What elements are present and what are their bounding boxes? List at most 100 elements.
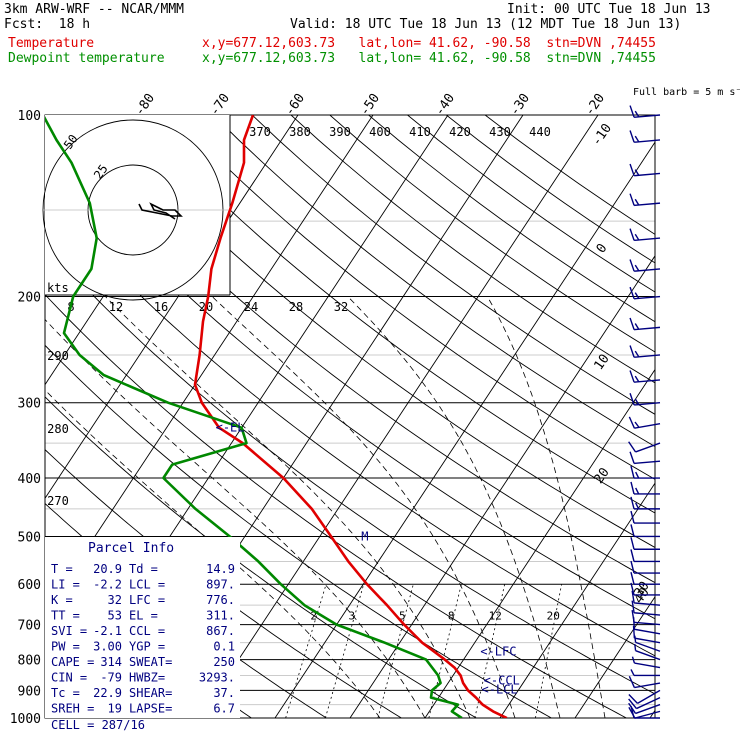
dry-adiabat — [174, 115, 655, 480]
parcel-value: 776. — [206, 593, 235, 607]
wind-barb-flag — [630, 669, 635, 676]
dry-adiabat — [251, 115, 655, 415]
wind-barb — [629, 130, 661, 143]
theta-label: 400 — [369, 125, 391, 139]
wind-barb-staff — [634, 710, 661, 719]
parcel-key: CIN = — [51, 671, 87, 685]
dry-adiabat — [45, 344, 552, 718]
wind-barb-staff — [635, 641, 661, 652]
wind-barb — [630, 465, 660, 479]
wind-barb — [629, 317, 661, 331]
wind-barb-flag — [634, 398, 640, 405]
hodograph-speed-label: 24 — [244, 300, 258, 314]
parcel-value: 20.9 — [93, 562, 122, 576]
parcel-value: -79 — [100, 671, 122, 685]
theta-left-label: 280 — [47, 422, 69, 436]
parcel-key: Tc = — [51, 686, 80, 700]
dry-adiabat — [45, 146, 655, 620]
wind-barb-flag — [629, 317, 635, 330]
parcel-key: LCL = — [129, 578, 165, 592]
parcel-value: 14.9 — [206, 562, 235, 576]
wind-barb — [629, 451, 661, 465]
parcel-key: YGP = — [129, 640, 165, 654]
wind-barb — [631, 656, 661, 669]
wind-barb-flag — [630, 510, 635, 524]
wind-barb-flag — [634, 323, 640, 330]
dry-adiabat — [45, 243, 655, 695]
parcel-key: SREH = — [51, 702, 94, 716]
pressure-tick-label: 500 — [18, 530, 41, 545]
mixing-ratio-label: 5 — [399, 610, 406, 623]
wind-barb-flag — [629, 259, 635, 272]
wind-barb — [630, 560, 660, 574]
theta-label: 440 — [529, 125, 551, 139]
wind-barb-flag — [634, 264, 640, 272]
parcel-key: Td = — [129, 562, 158, 576]
pressure-tick-label: 300 — [18, 397, 41, 412]
dry-adiabat — [213, 115, 655, 448]
forecast-hour: Fcst: 18 h — [4, 17, 91, 32]
wind-barb-staff — [634, 602, 661, 606]
parcel-value: 19 — [108, 702, 122, 716]
wind-barb — [634, 643, 661, 661]
parcel-key: EL = — [129, 609, 158, 623]
mixing-ratio-label: 3 — [349, 610, 356, 623]
mixing-ratio-label: 8 — [448, 610, 455, 623]
wind-barb-flag — [631, 656, 636, 664]
hodograph-background — [45, 115, 230, 295]
parcel-key: T = — [51, 562, 73, 576]
parcel-key: K = — [51, 593, 73, 607]
wind-barb — [629, 105, 661, 118]
moist-adiabat — [45, 318, 426, 718]
pressure-tick-label: 800 — [18, 654, 41, 669]
level-annotation: <-LFC — [480, 645, 516, 659]
theta-label: 370 — [249, 125, 271, 139]
wind-barb — [630, 524, 660, 538]
parcel-value: 3.00 — [93, 640, 122, 654]
wind-barb-flag — [629, 163, 635, 176]
parcel-key: HWBZ= — [129, 671, 165, 685]
wind-barb-flag — [630, 465, 635, 479]
wind-barb — [630, 549, 660, 563]
parcel-value: 311. — [206, 609, 235, 623]
dry-adiabat — [96, 115, 655, 548]
parcel-key: SHEAR= — [129, 686, 172, 700]
parcel-info-title: Parcel Info — [88, 541, 174, 556]
temperature-tick-label: 10 — [591, 352, 612, 373]
wind-barb-flag — [634, 233, 640, 241]
hodograph-trace — [138, 202, 183, 220]
theta-label: 420 — [449, 125, 471, 139]
dry-adiabat — [484, 115, 655, 235]
wind-barb — [629, 345, 661, 358]
theta-label: 380 — [289, 125, 311, 139]
parcel-info-box — [45, 537, 240, 718]
wind-barb-staff — [635, 442, 661, 453]
wind-barb — [632, 616, 661, 635]
wind-barb-flag — [630, 572, 635, 585]
wind-barb — [629, 370, 661, 383]
wind-barb-flag — [628, 702, 637, 714]
hodograph-kts-label: kts — [47, 281, 69, 295]
parcel-key: LAPSE= — [129, 702, 172, 716]
wind-barb-flag — [629, 393, 635, 406]
wind-barb-flag — [630, 582, 635, 596]
wind-barb-staff — [634, 682, 661, 689]
theta-label: 430 — [489, 125, 511, 139]
pressure-tick-label: 400 — [18, 472, 41, 487]
wind-barb-flag — [634, 421, 640, 428]
dry-adiabat — [290, 115, 655, 384]
parcel-key: LI = — [51, 578, 80, 592]
parcel-value: 53 — [108, 609, 122, 623]
wind-barb-flag — [628, 675, 636, 688]
wind-barb — [630, 582, 660, 596]
mixing-ratio-label: 12 — [489, 610, 502, 623]
parcel-value: 3293. — [199, 671, 235, 685]
wind-barb-flag — [630, 496, 635, 510]
wind-barb — [628, 675, 661, 689]
level-annotation: <-EL — [216, 421, 245, 435]
moist-adiabat — [487, 296, 606, 718]
mixing-ratio-line — [285, 584, 327, 718]
parcel-key: CAPE = — [51, 655, 94, 669]
isotherm-line — [725, 115, 740, 718]
